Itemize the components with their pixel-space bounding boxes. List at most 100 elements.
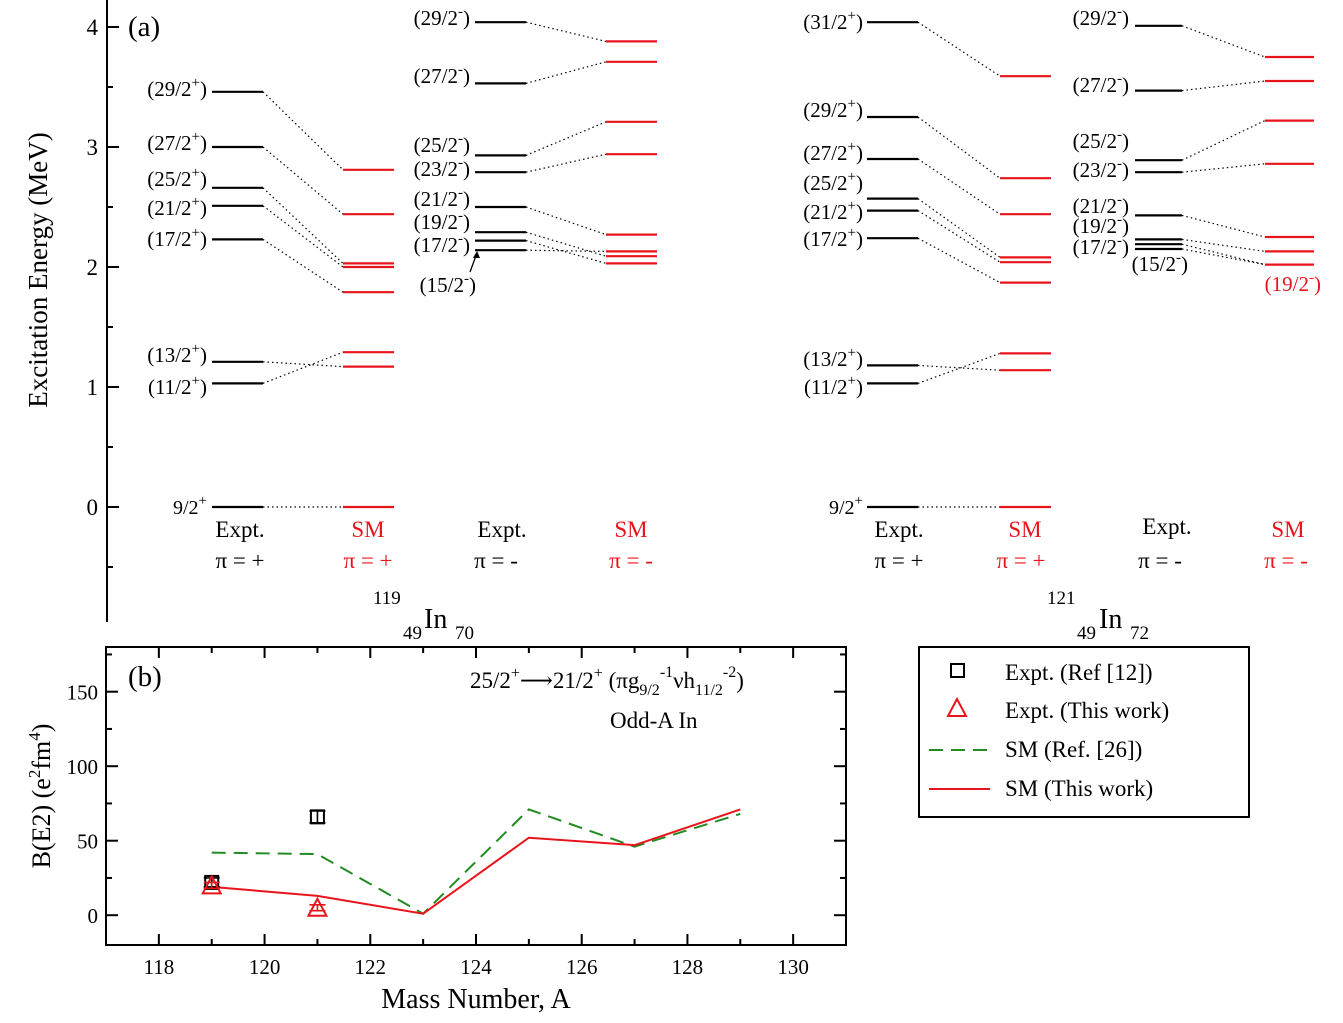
in121-expt-pos-spin-6: (27/2+) bbox=[803, 139, 863, 165]
panel-a: 0 1 2 3 4 (a) Excitation Energy (MeV) 9/2+ (1… bbox=[23, 0, 1321, 644]
legend-entry-expt-ref12: Expt. (Ref [12]) bbox=[950, 660, 1153, 685]
in119-expt-pos-spin-1: (11/2+) bbox=[148, 373, 207, 399]
panel-a-y-ticks: 0 1 2 3 4 bbox=[87, 15, 119, 568]
in121-expt-pos-parity: π = + bbox=[874, 548, 923, 573]
in121-expt-pos-connector-8 bbox=[917, 21, 1001, 77]
series-1-point-0 bbox=[201, 874, 223, 895]
in119-sm-neg-name: SM bbox=[614, 517, 647, 542]
nuclide-121-symbol: In bbox=[1099, 604, 1122, 635]
legend-label: SM (Ref. [26]) bbox=[1005, 737, 1142, 762]
in119-expt-pos-connector-3 bbox=[262, 238, 344, 293]
in119-sm-neg-parity: π = - bbox=[609, 548, 653, 573]
in121-expt-pos-spin-2: (13/2+) bbox=[803, 345, 863, 371]
nuclide-121-z: 49 bbox=[1077, 623, 1096, 644]
in119-expt-pos-spin-6: (27/2+) bbox=[147, 129, 207, 155]
panel-b-series bbox=[201, 808, 741, 917]
in121-expt-neg-spin-0: (15/2-) bbox=[1132, 250, 1188, 276]
panel-b-annotation: 25/2+⟶21/2+ (πg9/2-1νh11/2-2) Odd-A In bbox=[470, 664, 744, 733]
in119-expt-pos-name: Expt. bbox=[215, 517, 264, 542]
in121-sm-neg-spin-label: (19/2-) bbox=[1265, 270, 1321, 296]
in121-sm-neg-name: SM bbox=[1271, 517, 1304, 542]
in121-expt-pos-connector-7 bbox=[917, 116, 1001, 179]
in121-sm-pos-name: SM bbox=[1008, 517, 1041, 542]
in121-expt-pos-connector-1 bbox=[917, 352, 1001, 384]
in121-expt-neg-spin-2: (19/2-) bbox=[1073, 212, 1129, 238]
in119-expt-pos-connector-4 bbox=[262, 205, 344, 268]
in121-expt-pos-connector-5 bbox=[917, 198, 1001, 258]
nuclide-121-n: 72 bbox=[1130, 623, 1149, 644]
in119-expt-neg-connector-5 bbox=[525, 121, 607, 156]
y-tick-label: 1 bbox=[87, 375, 99, 400]
in121-expt-neg-connector-2 bbox=[1181, 238, 1266, 252]
x-tick-label: 122 bbox=[355, 955, 387, 979]
x-tick-label: 124 bbox=[460, 955, 492, 979]
y-tick-label: 0 bbox=[87, 495, 99, 520]
y-tick-label: 3 bbox=[87, 135, 99, 160]
legend-triangle-marker bbox=[946, 696, 968, 717]
in121-expt-neg-connector-7 bbox=[1181, 25, 1266, 58]
panel-a-levels bbox=[212, 21, 1314, 509]
in119-expt-neg-spin-0: (15/2-) bbox=[420, 271, 476, 297]
legend-square-marker bbox=[950, 663, 965, 678]
in121-expt-neg-connector-4 bbox=[1181, 163, 1266, 173]
series-1-point-1 bbox=[306, 896, 329, 917]
in119-expt-neg-spin-4: (23/2-) bbox=[414, 155, 470, 181]
in119-expt-pos-spin-7: (29/2+) bbox=[147, 75, 207, 101]
in121-expt-neg-spin-1: (17/2-) bbox=[1073, 233, 1129, 259]
x-tick-label: 128 bbox=[672, 955, 704, 979]
y-tick-label: 0 bbox=[88, 904, 99, 928]
in119-expt-neg-spin-1: (17/2-) bbox=[414, 231, 470, 257]
annotation-subtitle: Odd-A In bbox=[610, 708, 698, 733]
legend: Expt. (Ref [12]) Expt. (This work) SM (R… bbox=[918, 646, 1250, 818]
in119-expt-pos-connector-1 bbox=[262, 351, 344, 384]
legend-entry-sm-ref26: SM (Ref. [26]) bbox=[929, 737, 1142, 762]
in119-expt-pos-spin-0: 9/2+ bbox=[173, 493, 207, 519]
nuclide-121-mass: 121 bbox=[1047, 588, 1076, 609]
in121-expt-pos-connector-3 bbox=[917, 237, 1001, 284]
in121-expt-pos-spin-5: (25/2+) bbox=[803, 169, 863, 195]
legend-label: Expt. (This work) bbox=[1005, 698, 1169, 723]
nuclide-119-n: 70 bbox=[455, 623, 474, 644]
series-line-2 bbox=[211, 808, 741, 915]
x-tick-label: 130 bbox=[777, 955, 809, 979]
in119-sm-pos-parity: π = + bbox=[343, 548, 392, 573]
nuclide-119-z: 49 bbox=[403, 623, 422, 644]
in119-expt-neg-spin-2: (19/2-) bbox=[414, 208, 470, 234]
in121-expt-pos-connector-2 bbox=[917, 364, 1001, 371]
in119-expt-neg-spin-5: (25/2-) bbox=[414, 131, 470, 157]
nuclide-119-symbol: In bbox=[424, 604, 447, 635]
in119-expt-neg-connector-3 bbox=[525, 206, 607, 236]
in121-expt-pos-name: Expt. bbox=[874, 517, 923, 542]
in121-expt-pos-connector-6 bbox=[917, 158, 1001, 215]
in119-expt-neg-spin-7: (29/2-) bbox=[414, 4, 470, 30]
y-tick-label: 150 bbox=[67, 681, 99, 705]
in121-expt-neg-connector-1 bbox=[1181, 243, 1266, 266]
panel-a-connections bbox=[262, 21, 1266, 508]
in119-expt-pos-connector-2 bbox=[262, 361, 344, 368]
x-tick-label: 126 bbox=[566, 955, 598, 979]
series-line-3 bbox=[211, 808, 741, 915]
in119-15-2-arrow-head bbox=[473, 251, 480, 258]
in119-expt-pos-spin-5: (25/2+) bbox=[147, 165, 207, 191]
in119-expt-pos-spin-3: (17/2+) bbox=[147, 225, 207, 251]
panel-a-ylabel: Excitation Energy (MeV) bbox=[23, 132, 53, 407]
y-tick-label: 50 bbox=[77, 830, 98, 854]
in119-expt-neg-name: Expt. bbox=[477, 517, 526, 542]
in121-expt-pos-connector-4 bbox=[917, 210, 1001, 263]
in119-expt-pos-connector-6 bbox=[262, 146, 344, 215]
in121-expt-neg-connector-5 bbox=[1181, 120, 1266, 161]
in119-expt-pos-parity: π = + bbox=[215, 548, 264, 573]
in121-expt-neg-parity: π = - bbox=[1138, 548, 1182, 573]
in119-expt-neg-connector-6 bbox=[525, 61, 607, 84]
in119-expt-neg-parity: π = - bbox=[474, 548, 518, 573]
legend-label: Expt. (Ref [12]) bbox=[1005, 660, 1153, 685]
panel-b-label: (b) bbox=[128, 661, 162, 693]
in121-sm-neg-parity: π = - bbox=[1264, 548, 1308, 573]
annotation-transition: 25/2+⟶21/2+ (πg9/2-1νh11/2-2) bbox=[470, 664, 744, 699]
legend-entry-sm-this: SM (This work) bbox=[929, 776, 1153, 801]
in119-expt-pos-connector-5 bbox=[262, 187, 344, 264]
in119-expt-neg-connector-2 bbox=[525, 231, 607, 257]
column-footers: Expt. π = + SM π = + Expt. π = - SM π = … bbox=[215, 514, 1307, 573]
